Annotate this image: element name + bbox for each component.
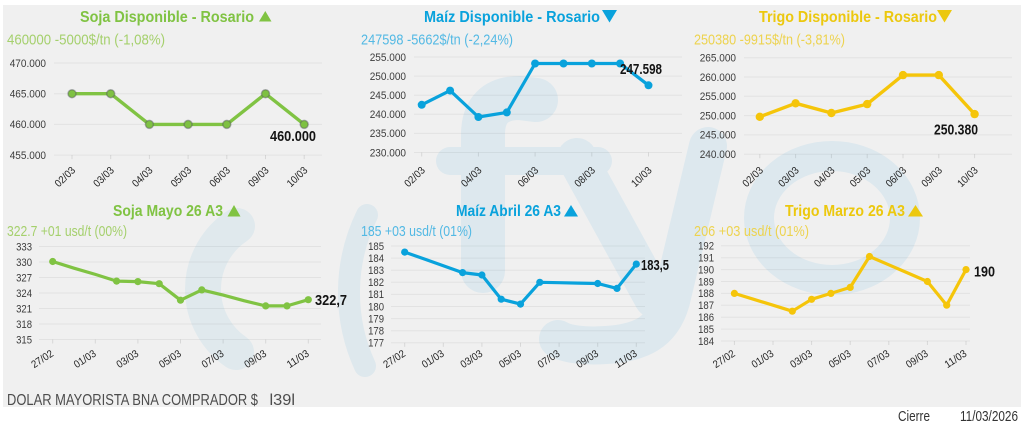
svg-text:235.000: 235.000	[370, 128, 406, 140]
svg-text:250.380: 250.380	[934, 122, 978, 139]
svg-text:460.000: 460.000	[270, 128, 316, 145]
svg-text:255.000: 255.000	[700, 91, 736, 103]
svg-text:11/03/2026: 11/03/2026	[960, 409, 1018, 424]
svg-text:327: 327	[16, 272, 32, 284]
svg-text:460000 -5000$/tn (-1,08%): 460000 -5000$/tn (-1,08%)	[7, 32, 165, 49]
svg-text:181: 181	[368, 289, 384, 301]
svg-text:l39l: l39l	[270, 392, 296, 409]
svg-text:465.000: 465.000	[10, 89, 46, 101]
svg-text:455.000: 455.000	[10, 150, 46, 162]
svg-text:255.000: 255.000	[370, 52, 406, 64]
svg-text:330: 330	[16, 257, 32, 269]
svg-text:Maíz Disponible - Rosario: Maíz Disponible - Rosario	[424, 9, 600, 26]
svg-text:191: 191	[698, 253, 714, 265]
svg-text:182: 182	[368, 277, 384, 289]
svg-text:245.000: 245.000	[700, 130, 736, 142]
svg-text:230.000: 230.000	[370, 147, 406, 159]
svg-text:250.000: 250.000	[370, 71, 406, 83]
svg-text:184: 184	[368, 253, 384, 265]
svg-text:185 +03 usd/t (01%): 185 +03 usd/t (01%)	[361, 223, 472, 240]
svg-text:185: 185	[368, 241, 384, 253]
svg-text:DOLAR MAYORISTA BNA COMPRADOR: DOLAR MAYORISTA BNA COMPRADOR $	[7, 392, 258, 409]
svg-text:206 +03 usd/t (01%): 206 +03 usd/t (01%)	[694, 223, 809, 240]
svg-text:333: 333	[16, 241, 32, 253]
svg-text:247598 -5662$/tn (-2,24%): 247598 -5662$/tn (-2,24%)	[361, 32, 513, 49]
svg-text:190: 190	[974, 264, 995, 281]
svg-text:190: 190	[698, 264, 714, 276]
svg-text:260.000: 260.000	[700, 72, 736, 84]
svg-text:189: 189	[698, 276, 714, 288]
svg-text:Maíz Abril 26 A3: Maíz Abril 26 A3	[456, 203, 561, 220]
svg-text:247.598: 247.598	[620, 61, 662, 78]
svg-text:Trigo Marzo 26 A3: Trigo Marzo 26 A3	[785, 203, 905, 220]
svg-text:322,7: 322,7	[315, 292, 347, 309]
svg-text:322.7 +01 usd/t (00%): 322.7 +01 usd/t (00%)	[7, 223, 127, 240]
svg-text:321: 321	[16, 303, 32, 315]
svg-text:178: 178	[368, 326, 384, 338]
svg-text:460.000: 460.000	[10, 119, 46, 131]
svg-text:Trigo Disponible - Rosario: Trigo Disponible - Rosario	[759, 9, 937, 26]
svg-text:187: 187	[698, 300, 714, 312]
svg-text:183,5: 183,5	[641, 257, 669, 274]
svg-text:245.000: 245.000	[370, 90, 406, 102]
svg-text:Soja Disponible - Rosario: Soja Disponible - Rosario	[80, 9, 254, 26]
svg-text:186: 186	[698, 312, 714, 324]
svg-text:470.000: 470.000	[10, 58, 46, 70]
svg-text:Cierre: Cierre	[898, 409, 930, 424]
svg-text:Soja Mayo 26 A3: Soja Mayo 26 A3	[113, 203, 223, 220]
svg-text:265.000: 265.000	[700, 53, 736, 65]
svg-text:250.000: 250.000	[700, 110, 736, 122]
svg-text:240.000: 240.000	[370, 109, 406, 121]
svg-text:188: 188	[698, 288, 714, 300]
svg-text:192: 192	[698, 241, 714, 253]
svg-text:183: 183	[368, 265, 384, 277]
svg-text:180: 180	[368, 301, 384, 313]
svg-text:179: 179	[368, 313, 384, 325]
svg-text:177: 177	[368, 338, 384, 350]
svg-text:185: 185	[698, 324, 714, 336]
svg-text:318: 318	[16, 319, 32, 331]
svg-text:250380 -9915$/tn (-3,81%): 250380 -9915$/tn (-3,81%)	[694, 32, 845, 49]
svg-text:184: 184	[698, 336, 714, 348]
svg-text:324: 324	[16, 288, 32, 300]
svg-text:240.000: 240.000	[700, 149, 736, 161]
svg-text:315: 315	[16, 334, 32, 346]
